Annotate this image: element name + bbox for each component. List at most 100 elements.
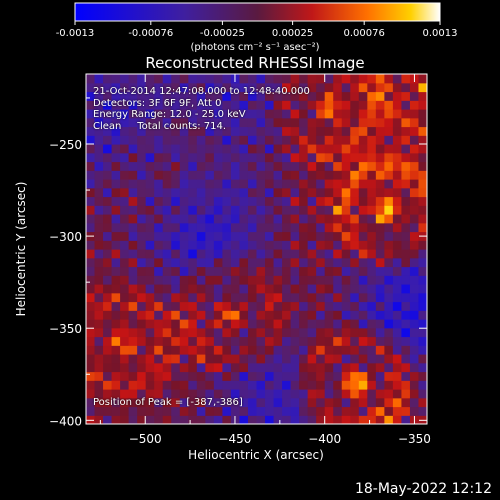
heatmap-cell (247, 275, 258, 285)
heatmap-cell (222, 231, 232, 241)
heatmap-cell (392, 389, 403, 399)
heatmap-cell (307, 82, 317, 93)
heatmap-cell (154, 91, 164, 101)
heatmap-cell (94, 179, 104, 189)
heatmap-cell (256, 354, 266, 364)
heatmap-cell (273, 257, 283, 268)
heatmap-cell (367, 257, 377, 268)
heatmap-cell (307, 389, 317, 399)
heatmap-cell (282, 205, 292, 215)
heatmap-cell (171, 266, 181, 276)
heatmap-cell (188, 354, 198, 364)
heatmap-cell (120, 144, 130, 154)
heatmap-cell (256, 284, 266, 294)
heatmap-cell (154, 187, 164, 198)
heatmap-cell (86, 389, 96, 399)
heatmap-cell (128, 179, 138, 189)
heatmap-cell (222, 275, 232, 285)
heatmap-cell (299, 179, 309, 189)
heatmap-cell (247, 301, 258, 311)
heatmap-cell (401, 249, 411, 259)
heatmap-cell (196, 284, 206, 294)
heatmap-cell (205, 310, 215, 320)
heatmap-cell (299, 406, 309, 416)
heatmap-cell (367, 380, 377, 390)
heatmap-cell (120, 109, 130, 119)
heatmap-cell (196, 389, 206, 399)
heatmap-cell (154, 222, 164, 233)
heatmap-cell (358, 354, 368, 364)
heatmap-cell (367, 310, 377, 320)
heatmap-cell (409, 179, 420, 189)
heatmap-cell (282, 284, 292, 294)
heatmap-cell (290, 222, 300, 233)
heatmap-cell (299, 319, 309, 329)
heatmap-cell (247, 284, 258, 294)
heatmap-cell (324, 415, 334, 424)
heatmap-cell (162, 380, 172, 390)
heatmap-cell (137, 371, 147, 381)
heatmap-cell (205, 345, 215, 355)
heatmap-cell (230, 257, 241, 268)
heatmap-cell (358, 82, 368, 93)
heatmap-cell (213, 144, 223, 154)
heatmap-cell (273, 310, 283, 320)
heatmap-cell (162, 284, 172, 294)
heatmap-cell (222, 266, 232, 276)
heatmap-cell (205, 266, 215, 276)
heatmap-cell (375, 152, 385, 163)
heatmap-cell (86, 91, 96, 101)
heatmap-cell (401, 161, 411, 171)
heatmap-cell (94, 266, 104, 276)
heatmap-cell (188, 231, 198, 241)
heatmap-cell (137, 74, 147, 84)
heatmap-cell (392, 336, 403, 346)
heatmap-cell (111, 170, 121, 180)
heatmap-cell (247, 406, 258, 416)
heatmap-cell (350, 362, 360, 373)
heatmap-cell (307, 205, 317, 215)
heatmap-cell (205, 284, 215, 294)
heatmap-cell (103, 327, 113, 338)
heatmap-cell (384, 362, 394, 373)
heatmap-cell (341, 117, 351, 128)
heatmap-cell (341, 170, 351, 180)
heatmap-cell (290, 310, 300, 320)
heatmap-cell (350, 275, 360, 285)
heatmap-cell (290, 196, 300, 206)
heatmap-cell (375, 415, 385, 424)
heatmap-cell (205, 144, 215, 154)
heatmap-cell (128, 292, 138, 303)
heatmap-cell (188, 144, 198, 154)
heatmap-cell (247, 161, 258, 171)
heatmap-cell (307, 135, 317, 145)
heatmap-cell (213, 275, 223, 285)
heatmap-cell (111, 196, 121, 206)
heatmap-cell (290, 144, 300, 154)
heatmap-cell (333, 389, 343, 399)
heatmap-cell (137, 152, 147, 163)
heatmap-cell (375, 249, 385, 259)
heatmap-cell (290, 292, 300, 303)
heatmap-cell (273, 100, 283, 110)
heatmap-cell (230, 91, 241, 101)
y-axis-label: Heliocentric Y (arcsec) (14, 182, 28, 317)
heatmap-cell (137, 91, 147, 101)
heatmap-cell (375, 205, 385, 215)
heatmap-cell (282, 144, 292, 154)
heatmap-cell (222, 319, 232, 329)
heatmap-cell (282, 415, 292, 424)
heatmap-cell (196, 257, 206, 268)
heatmap-cell (205, 179, 215, 189)
heatmap-cell (409, 205, 420, 215)
heatmap-cell (256, 91, 266, 101)
heatmap-cell (341, 336, 351, 346)
heatmap-cell (418, 310, 427, 320)
heatmap-cell (205, 161, 215, 171)
heatmap-cell (350, 327, 360, 338)
heatmap-cell (179, 109, 189, 119)
heatmap-cell (299, 214, 309, 224)
heatmap-cell (188, 196, 198, 206)
heatmap-cell (171, 109, 181, 119)
heatmap-cell (222, 397, 232, 408)
